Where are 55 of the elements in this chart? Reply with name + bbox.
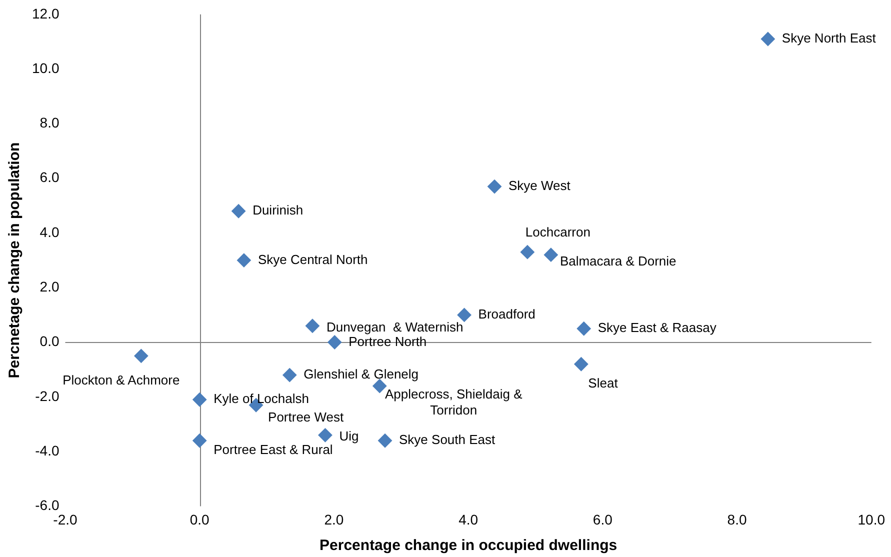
annotation: Broadford <box>478 306 536 322</box>
point <box>576 322 591 336</box>
annotation: Skye South East <box>399 432 496 448</box>
y-tick-label: 6.0 <box>40 169 60 186</box>
x-tick-label: 10.0 <box>858 511 886 528</box>
point <box>134 348 148 363</box>
point <box>520 245 534 260</box>
annotation: Applecross, Shieldaig & Torridon <box>384 386 523 418</box>
point <box>192 392 207 407</box>
point <box>192 434 207 448</box>
annotation: Skye Central North <box>258 252 368 267</box>
annotation: Portree East & Rural <box>214 442 333 458</box>
annotation: Skye East & Raasay <box>598 320 717 336</box>
y-axis-title: Percnetage change in population <box>6 142 24 378</box>
y-tick-label: -6.0 <box>35 497 60 514</box>
annotation: Plockton & Achmore <box>62 372 180 388</box>
point <box>328 335 342 350</box>
annotation: Sleat <box>588 376 618 391</box>
annotation: Dunvegan & Waternish <box>326 319 464 334</box>
annotation: Skye West <box>508 178 571 194</box>
x-tick-label: -2.0 <box>53 511 78 528</box>
annotation: Uig <box>339 428 359 444</box>
annotation: Portree West <box>268 410 344 425</box>
x-axis-title: Percentage change in occupied dwellings <box>320 537 618 554</box>
annotation: Portree North <box>348 334 427 349</box>
y-tick-label: -2.0 <box>35 388 60 404</box>
point <box>232 204 246 218</box>
x-tick-label: 6.0 <box>592 511 613 528</box>
y-tick-label: 8.0 <box>40 114 60 131</box>
x-tick-label: 8.0 <box>727 511 747 528</box>
point <box>282 368 297 382</box>
x-tick-label: 0.0 <box>190 511 210 528</box>
point <box>378 434 392 448</box>
x-tick-label: 4.0 <box>458 511 478 528</box>
point <box>760 32 775 46</box>
point <box>544 248 558 262</box>
y-tick-label: 4.0 <box>40 224 60 240</box>
annotation: Balmacara & Dornie <box>560 253 676 268</box>
point <box>236 253 251 268</box>
y-tick-label: 2.0 <box>40 278 60 294</box>
x-tick-label: 2.0 <box>324 511 344 528</box>
y-tick-label: 12.0 <box>32 5 60 22</box>
annotation: Kyle of Lochalsh <box>214 391 310 406</box>
point <box>488 180 502 194</box>
point <box>574 357 588 372</box>
y-tick-label: 10.0 <box>32 60 60 76</box>
y-tick-label: 0.0 <box>40 333 60 350</box>
annotation: Glenshiel & Glenelg <box>304 366 419 382</box>
point <box>305 318 320 333</box>
annotation: Lochcarron <box>525 224 590 240</box>
annotation: Skye North East <box>782 30 876 46</box>
y-tick-label: -4.0 <box>35 442 60 458</box>
annotation: Duirinish <box>252 202 304 218</box>
point <box>457 308 472 322</box>
point <box>318 428 332 442</box>
